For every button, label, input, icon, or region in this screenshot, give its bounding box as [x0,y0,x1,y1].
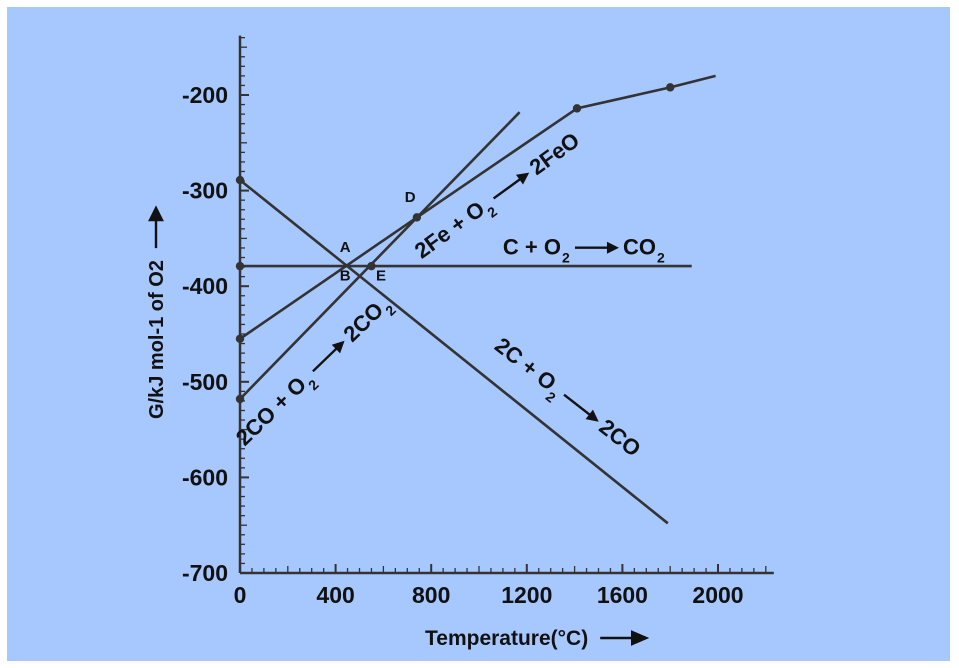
c-co2-label-product-subscript: 2 [657,250,665,266]
c-co2-label: C + O 2 CO 2 [503,235,665,266]
fe-feo-label-arrow-head [515,172,530,185]
data-point-c-co [235,175,245,185]
marker-layer [235,83,675,404]
point-label-d: D [405,189,416,206]
data-point-fe-feo [235,334,245,343]
data-point-fe-feo [412,213,422,222]
x-tick-label: 800 [412,582,450,608]
y-axis-title-group: G/kJ mol-1 of O2 [146,205,168,419]
y-tick-label: -300 [182,178,228,204]
c-co-label-arrow-shaft [563,393,594,418]
point-label-a: A [340,239,351,256]
c-co2-label-reactant-subscript: 2 [562,250,570,266]
co-co2-label-arrow-shaft [312,345,340,373]
x-tick-label: 2000 [692,582,743,608]
series-line-c-co [239,179,669,525]
x-tick-label: 1600 [597,582,648,608]
y-axis-title: G/kJ mol-1 of O2 [146,260,168,419]
series-line-co-co2 [239,111,521,400]
x-tick-label: 400 [316,582,354,608]
x-axis-title-arrow [600,630,650,646]
c-co-label-arrow-head [585,409,599,422]
x-tick-label: 0 [234,582,247,608]
data-point-c-co2 [367,261,376,271]
x-tick-label: 1200 [501,582,552,608]
fe-feo-label-arrow-shaft [492,176,524,200]
axis-title-layer: Temperature(°C) G/kJ mol-1 of O2 [146,205,650,650]
c-co2-label-arrow-head [606,241,619,254]
y-tick-label: -500 [182,369,228,395]
y-tick-label: -600 [182,464,228,490]
data-point-co-co2 [235,394,245,404]
c-co2-label-reactant: C + O [503,235,561,260]
co-co2-label-arrow-head [331,340,345,354]
page-frame: -200 -300 -400 -500 -600 -700 0 400 800 1200 1600 2… [7,7,950,661]
y-axis-title-arrow [148,205,164,249]
y-tick-label: -700 [182,560,228,586]
x-axis-title: Temperature(°C) [425,627,588,650]
point-label-b: B [340,267,351,284]
data-point-fe-feo [666,83,675,92]
y-tick-label: -200 [182,82,228,108]
point-label-e: E [376,267,386,284]
c-co2-label-product: CO [623,235,656,260]
y-tick-label: -400 [182,273,228,299]
data-point-fe-feo [572,104,582,113]
chart-background [7,7,950,661]
data-point-c-co2 [235,261,245,271]
